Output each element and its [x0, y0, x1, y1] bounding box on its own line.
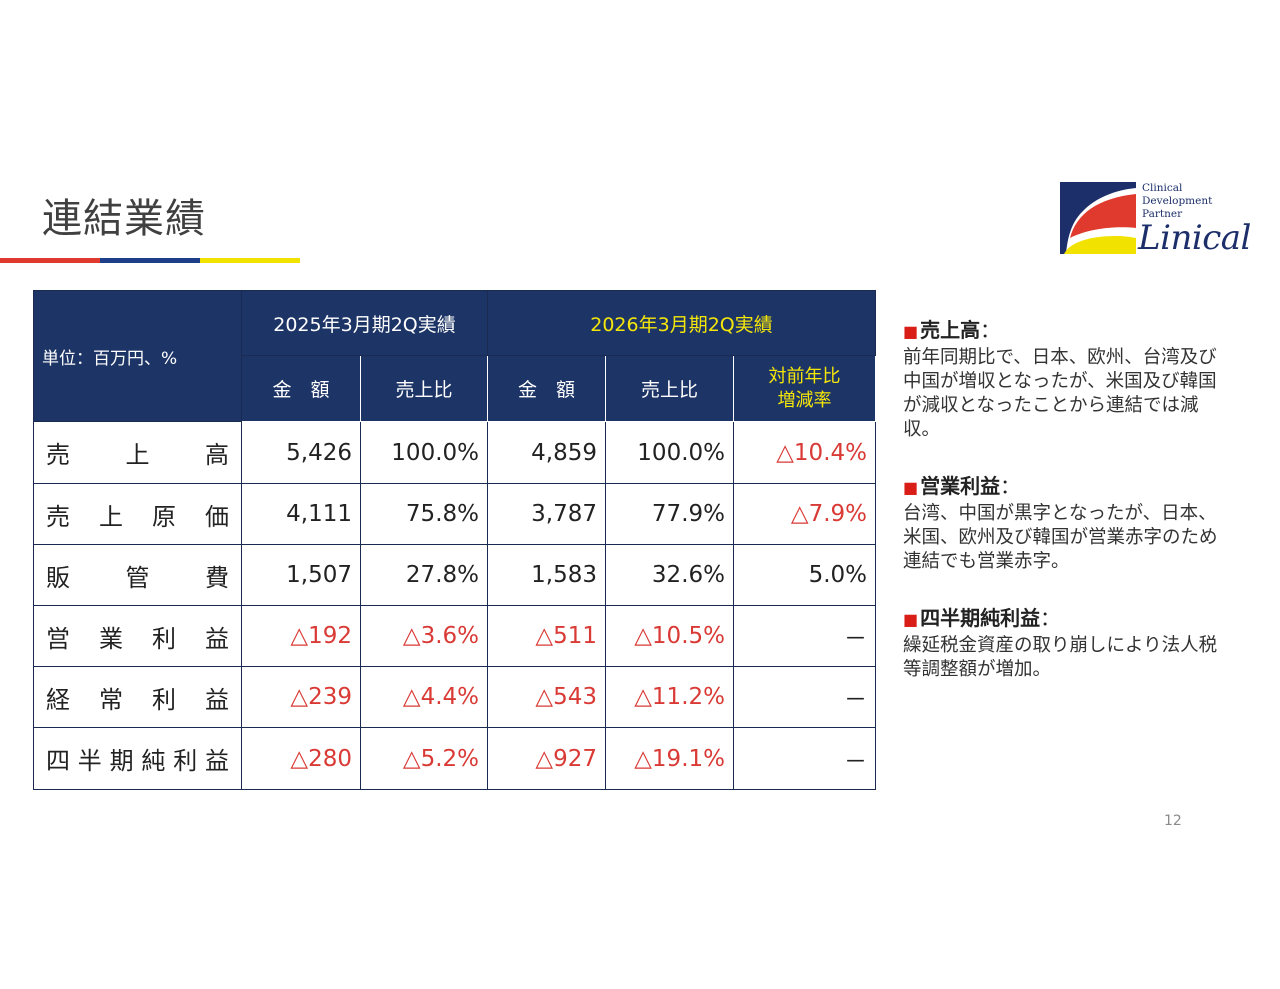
note-heading: ■ 営業利益：	[903, 472, 1233, 502]
ratio-2025: 75.8%	[360, 483, 488, 545]
logo-name: Linical	[1138, 218, 1251, 258]
note-colon: ：	[1040, 606, 1061, 630]
yoy-change: －	[733, 666, 876, 728]
amount-2025: 1,507	[241, 544, 361, 606]
col-ratio-2026: 売上比	[605, 355, 734, 422]
ratio-2026: 77.9%	[605, 483, 734, 545]
logo-line-1: Clinical	[1142, 182, 1183, 194]
amount-2026: 4,859	[487, 421, 606, 484]
row-label: 経常利益	[33, 666, 242, 728]
ratio-2025: △4.4%	[360, 666, 488, 728]
note-operating-profit: ■ 営業利益： 台湾、中国が黒字となったが、日本、米国、欧州及び韓国が営業赤字のた…	[903, 472, 1233, 574]
table-row: 営業利益 △192 △3.6% △511 △10.5% －	[33, 605, 876, 667]
ratio-2025: 27.8%	[360, 544, 488, 606]
ratio-2026: △10.5%	[605, 605, 734, 667]
note-heading-text: 売上高	[920, 318, 981, 342]
col-ratio-2025: 売上比	[360, 355, 488, 422]
row-label: 営業利益	[33, 605, 242, 667]
page-number: 12	[1164, 813, 1182, 829]
row-label: 四半期純利益	[33, 727, 242, 790]
amount-2026: △543	[487, 666, 606, 728]
page-title: 連結業績	[42, 196, 206, 242]
ratio-2026: 32.6%	[605, 544, 734, 606]
table-header-row-2: 金 額 売上比 金 額 売上比 対前年比 増減率	[34, 355, 876, 422]
col-yoy: 対前年比 増減率	[733, 355, 876, 422]
title-rule-yellow	[200, 258, 300, 263]
linical-logo-mark	[1060, 182, 1136, 254]
table-row: 売上原価 4,111 75.8% 3,787 77.9% △7.9%	[33, 483, 876, 545]
amount-2025: △192	[241, 605, 361, 667]
ratio-2025: △3.6%	[360, 605, 488, 667]
logo-tagline: Clinical Development Partner	[1142, 182, 1212, 221]
title-rule-red	[0, 258, 100, 263]
red-square-icon: ■	[903, 322, 919, 341]
note-colon: ：	[980, 318, 1001, 342]
table-row: 経常利益 △239 △4.4% △543 △11.2% －	[33, 666, 876, 728]
table-header-row-1: 単位：百万円、% 2025年3月期2Q実績 2026年3月期2Q実績	[33, 290, 876, 422]
table-row: 販管費 1,507 27.8% 1,583 32.6% 5.0%	[33, 544, 876, 606]
note-body: 繰延税金資産の取り崩しにより法人税等調整額が増加。	[903, 635, 1218, 680]
amount-2025: △280	[241, 727, 361, 790]
note-heading: ■ 売上高：	[903, 316, 1233, 346]
ratio-2025: △5.2%	[360, 727, 488, 790]
row-label: 売上原価	[33, 483, 242, 545]
col-amount-2025: 金 額	[241, 355, 361, 422]
commentary-notes: ■ 売上高： 前年同期比で、日本、欧州、台湾及び中国が増収となったが、米国及び韓国…	[903, 316, 1233, 712]
note-net-income: ■ 四半期純利益： 繰延税金資産の取り崩しにより法人税等調整額が増加。	[903, 604, 1233, 682]
note-heading: ■ 四半期純利益：	[903, 604, 1233, 634]
col-yoy-line-2: 増減率	[777, 389, 832, 411]
ratio-2026: 100.0%	[605, 421, 734, 484]
ratio-2025: 100.0%	[360, 421, 488, 484]
ratio-2026: △19.1%	[605, 727, 734, 790]
col-amount-2026: 金 額	[487, 355, 606, 422]
red-square-icon: ■	[903, 478, 919, 497]
results-table: 単位：百万円、% 2025年3月期2Q実績 2026年3月期2Q実績 金 額 売…	[33, 290, 876, 790]
linical-logo: Clinical Development Partner Linical	[1060, 182, 1260, 256]
note-sales: ■ 売上高： 前年同期比で、日本、欧州、台湾及び中国が増収となったが、米国及び韓国…	[903, 316, 1233, 442]
period-2026-header: 2026年3月期2Q実績	[487, 290, 876, 356]
row-label: 売上高	[33, 421, 242, 484]
unit-label: 単位：百万円、%	[33, 290, 242, 422]
title-rule-blue	[100, 258, 200, 263]
period-2025-header: 2025年3月期2Q実績	[241, 290, 488, 356]
yoy-change: －	[733, 605, 876, 667]
logo-line-2: Development	[1142, 195, 1213, 207]
yoy-change: △10.4%	[733, 421, 876, 484]
note-colon: ：	[1000, 474, 1021, 498]
col-yoy-line-1: 対前年比	[768, 365, 841, 387]
table-row: 四半期純利益 △280 △5.2% △927 △19.1% －	[33, 727, 876, 790]
amount-2025: △239	[241, 666, 361, 728]
red-square-icon: ■	[903, 610, 919, 629]
amount-2026: 3,787	[487, 483, 606, 545]
amount-2026: △511	[487, 605, 606, 667]
amount-2026: 1,583	[487, 544, 606, 606]
amount-2025: 4,111	[241, 483, 361, 545]
logo-line-3: Partner	[1142, 208, 1183, 220]
note-heading-text: 営業利益	[920, 474, 1001, 498]
yoy-change: －	[733, 727, 876, 790]
note-heading-text: 四半期純利益	[920, 606, 1041, 630]
amount-2025: 5,426	[241, 421, 361, 484]
yoy-change: 5.0%	[733, 544, 876, 606]
row-label: 販管費	[33, 544, 242, 606]
yoy-change: △7.9%	[733, 483, 876, 545]
amount-2026: △927	[487, 727, 606, 790]
ratio-2026: △11.2%	[605, 666, 734, 728]
note-body: 前年同期比で、日本、欧州、台湾及び中国が増収となったが、米国及び韓国が減収となっ…	[903, 347, 1217, 440]
table-row: 売上高 5,426 100.0% 4,859 100.0% △10.4%	[33, 421, 876, 484]
note-body: 台湾、中国が黒字となったが、日本、米国、欧州及び韓国が営業赤字のため連結でも営業…	[903, 503, 1218, 572]
